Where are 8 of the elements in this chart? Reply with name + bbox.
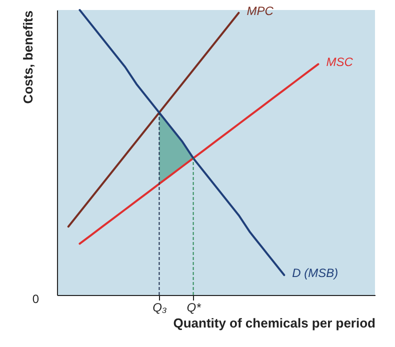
x-tick-label: Q₃ xyxy=(152,300,167,314)
x-tick-label: Q* xyxy=(186,300,202,314)
series-label: D (MSB) xyxy=(292,266,338,280)
series-label: MSC xyxy=(326,55,354,70)
x-axis-title: Quantity of chemicals per period xyxy=(173,316,376,330)
text: 0 xyxy=(32,292,40,306)
y-axis-title: Costs, benefits xyxy=(20,10,36,104)
series-label: MPC xyxy=(246,4,274,18)
